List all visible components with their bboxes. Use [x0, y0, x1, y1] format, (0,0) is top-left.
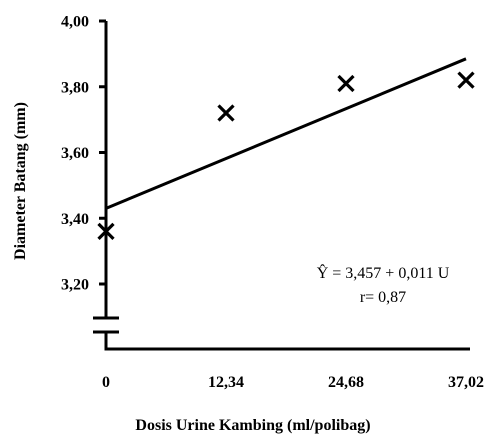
y-axis-title: Diameter Batang (mm) — [12, 102, 29, 260]
y-tick-label: 3,40 — [61, 211, 89, 228]
x-tick-label: 37,02 — [448, 374, 484, 391]
plot-area: 3,20 3,40 3,60 3,80 4,00 0 12,34 24,68 37,02 — [61, 14, 484, 392]
data-point — [337, 74, 355, 93]
y-tick-label: 3,20 — [61, 277, 89, 294]
x-tick-label: 12,34 — [208, 374, 244, 391]
trend-line — [105, 57, 467, 210]
x-tick-label: 24,68 — [328, 374, 364, 391]
data-point — [457, 71, 475, 89]
y-tick-label: 4,00 — [61, 14, 89, 31]
annotation-equation: Ŷ = 3,457 + 0,011 U — [317, 263, 450, 282]
data-point — [217, 104, 235, 122]
x-axis-title: Dosis Urine Kambing (ml/polibag) — [135, 417, 370, 434]
y-tick-label: 3,80 — [61, 79, 89, 96]
x-tick-label: 0 — [102, 374, 110, 391]
annotation-correlation: r= 0,87 — [360, 289, 406, 306]
y-tick-label: 3,60 — [61, 145, 89, 162]
data-point — [97, 222, 115, 241]
